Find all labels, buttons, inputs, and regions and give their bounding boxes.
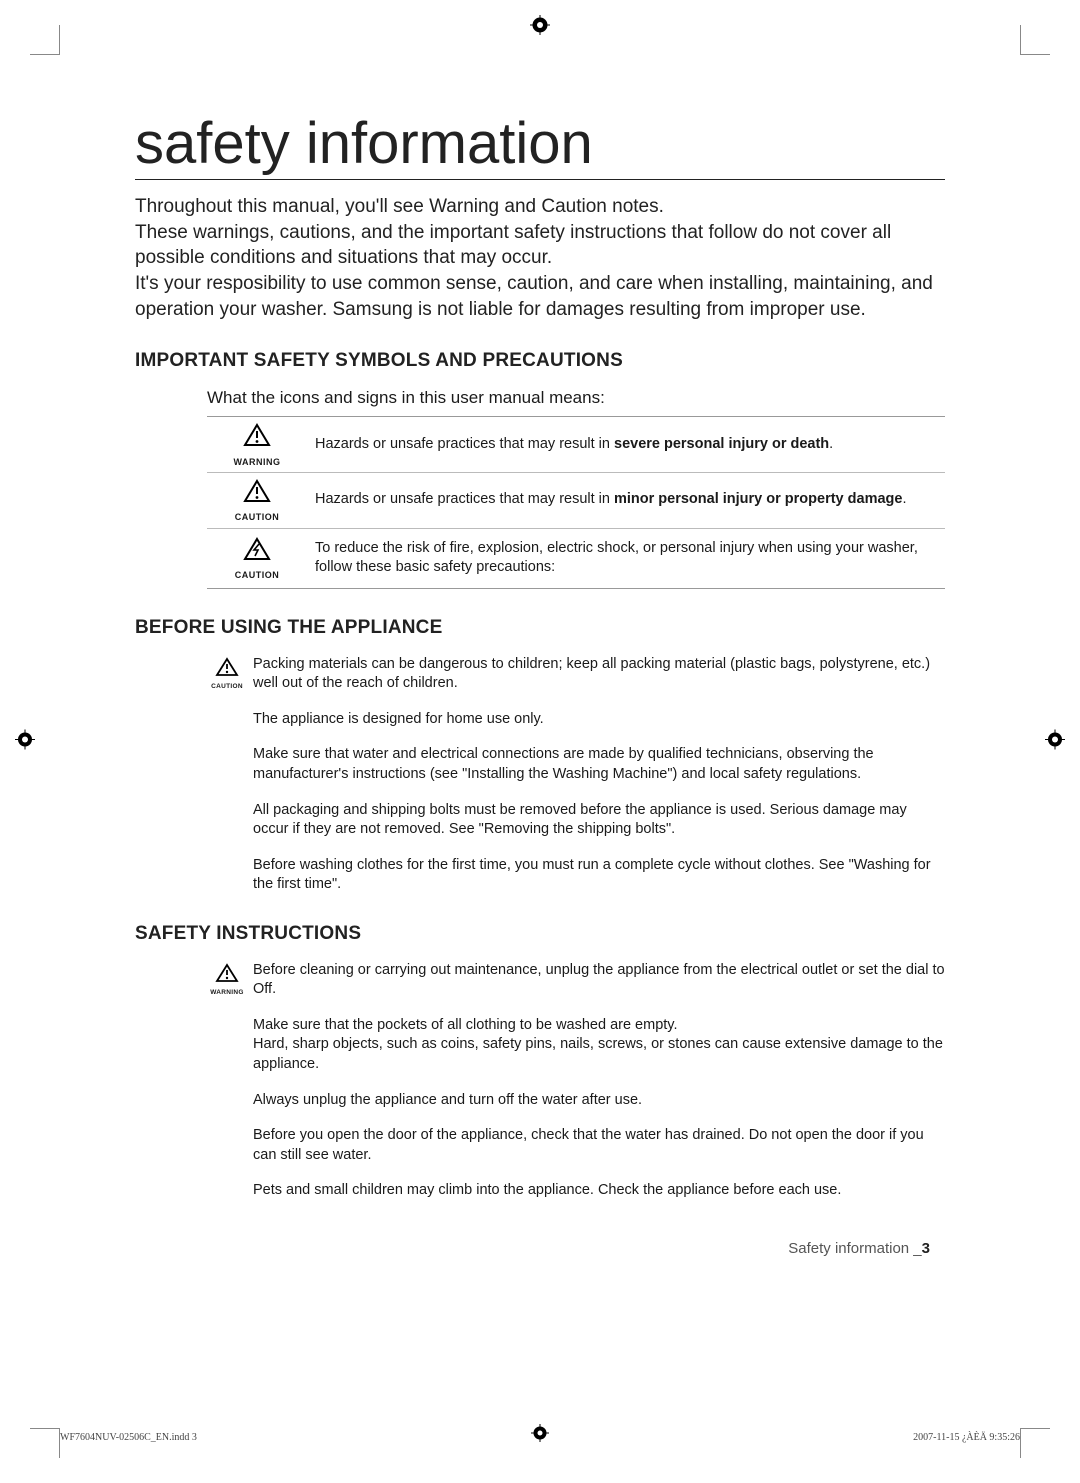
page-title: safety information bbox=[135, 110, 945, 180]
safety-p3: Always unplug the appliance and turn off… bbox=[253, 1091, 945, 1111]
crop-mark-tl bbox=[30, 25, 60, 55]
symbol-text-pre: Hazards or unsafe practices that may res… bbox=[315, 491, 614, 507]
caution-lead-icon: CAUTION bbox=[205, 657, 249, 690]
page-footer: Safety information _3 bbox=[788, 1240, 930, 1257]
symbol-description: To reduce the risk of fire, explosion, e… bbox=[307, 528, 945, 588]
table-row: WARNING Hazards or unsafe practices that… bbox=[207, 417, 945, 473]
symbol-label: WARNING bbox=[211, 456, 303, 468]
symbol-text-pre: To reduce the risk of fire, explosion, e… bbox=[315, 540, 918, 576]
symbol-cell: WARNING bbox=[207, 417, 307, 473]
intro-p2: These warnings, cautions, and the import… bbox=[135, 220, 945, 271]
print-footer-left: WF7604NUV-02506C_EN.indd 3 bbox=[60, 1432, 197, 1443]
safety-p4: Before you open the door of the applianc… bbox=[253, 1126, 945, 1165]
safety-p1: Before cleaning or carrying out maintena… bbox=[253, 961, 945, 1000]
lead-icon-label: CAUTION bbox=[205, 683, 249, 690]
before-use-p3: Make sure that water and electrical conn… bbox=[253, 745, 945, 784]
symbol-cell: CAUTION bbox=[207, 528, 307, 588]
section-heading-symbols: IMPORTANT SAFETY SYMBOLS AND PRECAUTIONS bbox=[135, 350, 945, 372]
intro-block: Throughout this manual, you'll see Warni… bbox=[135, 194, 945, 322]
caution-bolt-icon bbox=[243, 549, 271, 565]
symbol-label: CAUTION bbox=[211, 569, 303, 581]
page-content: safety information Throughout this manua… bbox=[135, 110, 945, 1217]
intro-p3: It's your resposibility to use common se… bbox=[135, 271, 945, 322]
warning-lead-icon: WARNING bbox=[205, 963, 249, 996]
table-row: CAUTION To reduce the risk of fire, expl… bbox=[207, 528, 945, 588]
crop-mark-br bbox=[1020, 1428, 1050, 1458]
footer-section-label: Safety information _ bbox=[788, 1240, 921, 1257]
before-use-p5: Before washing clothes for the first tim… bbox=[253, 856, 945, 895]
footer-page-number: 3 bbox=[922, 1240, 930, 1257]
safety-instructions-block: WARNING Before cleaning or carrying out … bbox=[207, 961, 945, 1201]
symbol-description: Hazards or unsafe practices that may res… bbox=[307, 417, 945, 473]
lead-icon-label: WARNING bbox=[205, 989, 249, 996]
symbol-text-bold: severe personal injury or death bbox=[614, 436, 829, 452]
before-use-p2: The appliance is designed for home use o… bbox=[253, 710, 945, 730]
symbol-text-bold: minor personal injury or property damage bbox=[614, 491, 902, 507]
registration-mark-left bbox=[15, 729, 35, 754]
safety-p2: Make sure that the pockets of all clothi… bbox=[253, 1016, 945, 1075]
symbol-cell: CAUTION bbox=[207, 472, 307, 528]
before-use-block: CAUTION Packing materials can be dangero… bbox=[207, 655, 945, 895]
section-heading-before-use: BEFORE USING THE APPLIANCE bbox=[135, 617, 945, 639]
symbol-description: Hazards or unsafe practices that may res… bbox=[307, 472, 945, 528]
symbols-table: WARNING Hazards or unsafe practices that… bbox=[207, 416, 945, 589]
registration-mark-top bbox=[530, 15, 550, 40]
section-heading-safety-instructions: SAFETY INSTRUCTIONS bbox=[135, 923, 945, 945]
before-use-p1: Packing materials can be dangerous to ch… bbox=[253, 655, 945, 694]
safety-p5: Pets and small children may climb into t… bbox=[253, 1181, 945, 1201]
before-use-p4: All packaging and shipping bolts must be… bbox=[253, 801, 945, 840]
table-row: CAUTION Hazards or unsafe practices that… bbox=[207, 472, 945, 528]
print-footer-right: 2007-11-15 ¿ÀÈÄ 9:35:26 bbox=[913, 1432, 1020, 1443]
print-footer-center-icon bbox=[531, 1424, 549, 1447]
warning-triangle-icon bbox=[243, 491, 271, 507]
intro-p1: Throughout this manual, you'll see Warni… bbox=[135, 194, 945, 220]
registration-mark-right bbox=[1045, 729, 1065, 754]
symbol-label: CAUTION bbox=[211, 511, 303, 523]
symbol-text-post: . bbox=[829, 436, 833, 452]
crop-mark-bl bbox=[30, 1428, 60, 1458]
symbol-text-post: . bbox=[902, 491, 906, 507]
symbol-text-pre: Hazards or unsafe practices that may res… bbox=[315, 436, 614, 452]
warning-triangle-icon bbox=[243, 435, 271, 451]
crop-mark-tr bbox=[1020, 25, 1050, 55]
symbols-table-lead: What the icons and signs in this user ma… bbox=[207, 388, 945, 408]
